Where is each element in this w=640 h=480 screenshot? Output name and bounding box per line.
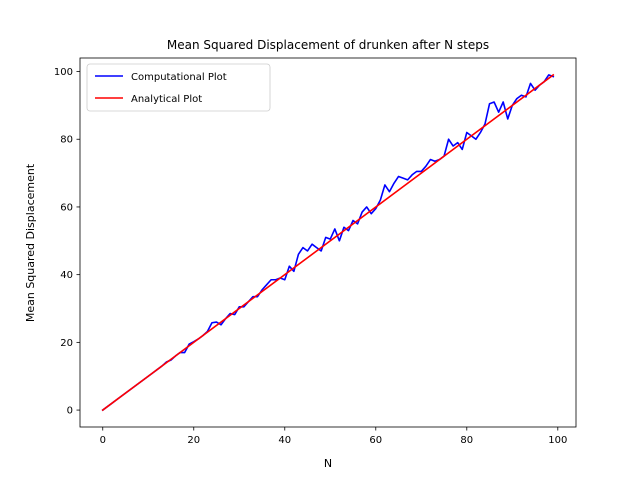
x-tick-label-60: 60 [369, 435, 382, 446]
y-tick-label-40: 40 [60, 270, 73, 281]
y-tick-label-0: 0 [67, 406, 73, 417]
y-axis-label: Mean Squared Displacement [24, 163, 37, 322]
legend: Computational Plot Analytical Plot [86, 63, 271, 112]
y-tick-label-60: 60 [60, 202, 73, 213]
series-line-analytical [101, 73, 555, 412]
x-tick-label-100: 100 [548, 435, 567, 446]
x-tick-label-0: 0 [100, 435, 106, 446]
plot-area [101, 73, 555, 412]
x-axis: 0 20 40 60 80 100 [100, 427, 567, 446]
legend-label-computational: Computational Plot [131, 72, 227, 83]
x-tick-label-80: 80 [460, 435, 473, 446]
y-tick-label-80: 80 [60, 135, 73, 146]
y-tick-label-20: 20 [60, 338, 73, 349]
y-axis: 0 20 40 60 80 100 [54, 67, 80, 417]
y-tick-label-100: 100 [54, 67, 73, 78]
legend-label-analytical: Analytical Plot [131, 94, 202, 105]
legend-box [86, 63, 271, 112]
x-tick-label-20: 20 [187, 435, 200, 446]
x-axis-label: N [324, 457, 332, 470]
plot-frame [79, 57, 577, 428]
chart-title: Mean Squared Displacement of drunken aft… [167, 38, 489, 52]
x-tick-label-40: 40 [278, 435, 291, 446]
